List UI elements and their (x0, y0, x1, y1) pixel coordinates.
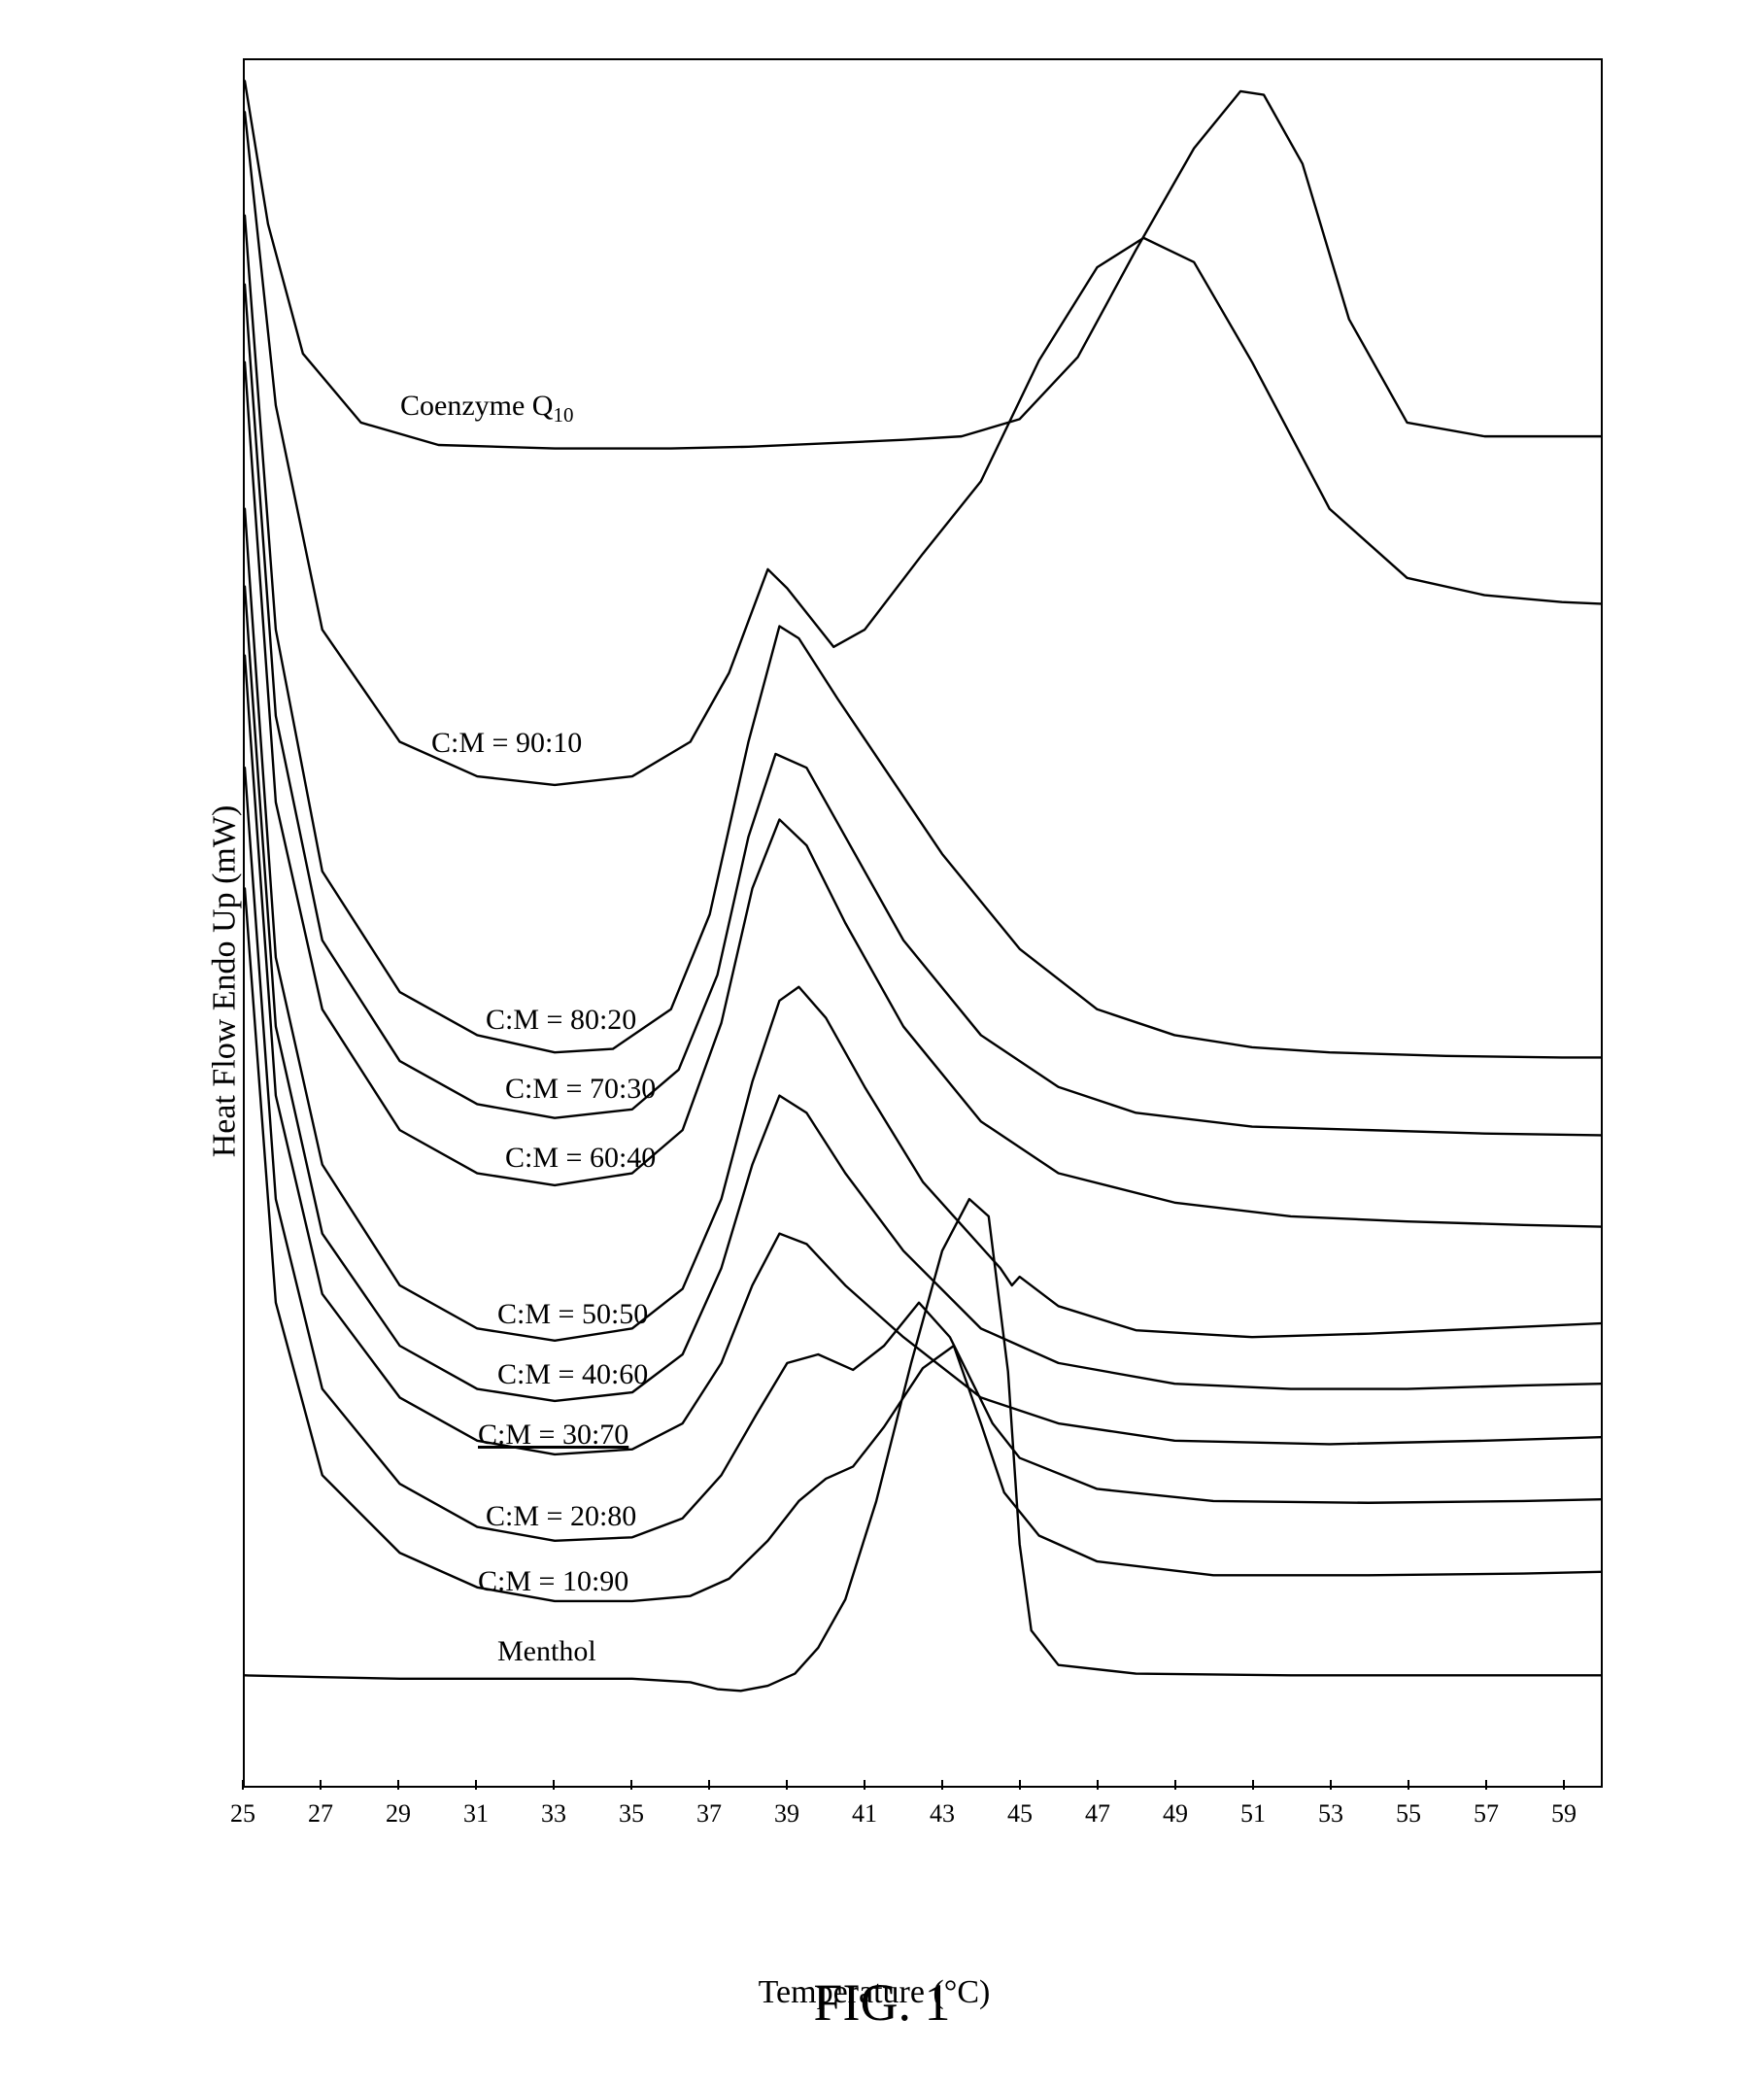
xtick-label: 49 (1163, 1799, 1188, 1829)
xtick-mark (553, 1780, 555, 1790)
xtick-label: 51 (1240, 1799, 1266, 1829)
xtick-mark (320, 1780, 322, 1790)
figure-caption: FIG. 1 (813, 1972, 950, 2033)
xtick-label: 59 (1551, 1799, 1577, 1829)
xtick-mark (708, 1780, 710, 1790)
xtick-label: 37 (696, 1799, 722, 1829)
xtick-mark (475, 1780, 477, 1790)
xtick-mark (1174, 1780, 1176, 1790)
xlabel-suffix: ) (979, 1974, 990, 2010)
xtick-mark (1330, 1780, 1332, 1790)
xtick-label: 43 (930, 1799, 955, 1829)
xtick-label: 55 (1396, 1799, 1421, 1829)
xtick-mark (397, 1780, 399, 1790)
curve-label: C:M = 50:50 (497, 1298, 648, 1331)
xtick-label: 25 (230, 1799, 255, 1829)
xtick-mark (864, 1780, 865, 1790)
x-tick-container: 252729313335373941434547495153555759 (243, 1790, 1603, 1829)
curve-label: C:M = 60:40 (505, 1142, 656, 1175)
xtick-mark (1408, 1780, 1409, 1790)
curve-label: C:M = 40:60 (497, 1358, 648, 1391)
xtick-mark (1485, 1780, 1487, 1790)
xtick-label: 57 (1474, 1799, 1499, 1829)
curve-CM_10_90 (245, 888, 1601, 1600)
curve-label: C:M = 80:20 (486, 1004, 636, 1037)
curve-label: C:M = 20:80 (486, 1500, 636, 1533)
curve-Menthol (245, 1199, 1601, 1691)
xtick-mark (941, 1780, 943, 1790)
xtick-label: 53 (1318, 1799, 1343, 1829)
xtick-label: 29 (386, 1799, 411, 1829)
curve-label: C:M = 70:30 (505, 1073, 656, 1106)
xtick-label: 33 (541, 1799, 566, 1829)
curve-label: C:M = 90:10 (431, 727, 582, 760)
curve-label: C:M = 10:90 (478, 1565, 628, 1598)
xtick-mark (1563, 1780, 1565, 1790)
curves-svg (245, 60, 1601, 1786)
xtick-label: 35 (619, 1799, 644, 1829)
xtick-mark (630, 1780, 632, 1790)
xtick-mark (1252, 1780, 1254, 1790)
xtick-mark (1097, 1780, 1099, 1790)
xtick-label: 47 (1085, 1799, 1110, 1829)
xtick-mark (242, 1780, 244, 1790)
curve-CM_80_20 (245, 216, 1601, 1058)
xtick-label: 45 (1007, 1799, 1033, 1829)
xtick-label: 31 (463, 1799, 489, 1829)
curve-label: C:M = 30:70 (478, 1419, 628, 1452)
xtick-label: 39 (774, 1799, 799, 1829)
curve-CM_90_10 (245, 112, 1601, 785)
y-axis-label: Heat Flow Endo Up (mW) (206, 805, 243, 1158)
xtick-label: 41 (852, 1799, 877, 1829)
plot-area: Coenzyme Q10 C:M = 90:10 C:M = 80:20 C:M = … (243, 58, 1603, 1788)
xtick-mark (786, 1780, 788, 1790)
dsc-thermogram-chart: Heat Flow Endo Up (mW) Coenzyme Q10 C:M =… (117, 58, 1632, 1904)
curve-label: Coenzyme Q10 (400, 390, 573, 427)
curve-CM_40_60 (245, 587, 1601, 1401)
curve-CM_50_50 (245, 509, 1601, 1341)
curve-label: Menthol (497, 1635, 596, 1668)
xtick-label: 27 (308, 1799, 333, 1829)
curve-CM_60_40 (245, 362, 1601, 1227)
xtick-mark (1019, 1780, 1021, 1790)
